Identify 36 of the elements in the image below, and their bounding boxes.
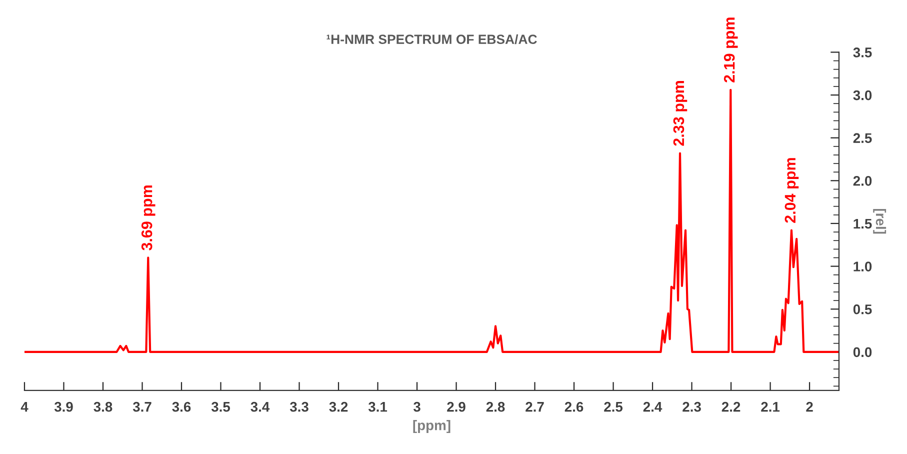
x-tick-label: 2.2 — [722, 402, 740, 412]
y-tick-label: 2.5 — [853, 133, 872, 144]
x-tick-label: 3.1 — [368, 402, 388, 412]
x-tick-label: 2.8 — [486, 402, 505, 412]
x-tick-label: 2.1 — [761, 402, 780, 412]
y-tick-label: 3.5 — [853, 48, 872, 58]
x-tick-label: 2.3 — [682, 402, 701, 412]
annotation: 3.69 ppm — [141, 185, 156, 250]
x-tick-label: 4 — [20, 402, 28, 412]
x-tick-label: 3.6 — [172, 402, 191, 412]
y-axis-title: [rel] — [873, 208, 886, 234]
y-tick-label: 2.0 — [853, 176, 872, 186]
annotation: 2.33 ppm — [673, 81, 688, 146]
y-tick-label: 1.5 — [854, 218, 872, 229]
x-tick-label: 3.5 — [211, 402, 230, 412]
x-tick-label: 2.6 — [564, 402, 584, 412]
x-tick-label: 2.4 — [643, 402, 662, 412]
y-tick-label: 0.0 — [853, 347, 872, 358]
x-tick-label: 2.9 — [447, 402, 466, 412]
x-tick-label: 3.4 — [250, 402, 270, 412]
x-tick-label: 3.8 — [94, 402, 112, 412]
x-tick-label: 3 — [413, 402, 420, 412]
y-tick-label: 3.0 — [853, 90, 872, 100]
x-tick-label: 3.3 — [290, 402, 308, 412]
y-tick-label: 0.5 — [853, 304, 872, 314]
x-tick-label: 3.9 — [54, 402, 73, 412]
chart-title: ¹H-NMR SPECTRUM OF EBSA/AC — [326, 34, 537, 44]
x-tick-label: 2.7 — [526, 402, 544, 412]
annotation: 2.19 ppm — [724, 18, 738, 82]
x-tick-label: 2 — [806, 402, 813, 412]
x-axis-title: [ppm] — [413, 420, 450, 433]
x-tick-label: 3.7 — [132, 402, 152, 412]
annotation: 2.04 ppm — [784, 158, 799, 223]
x-tick-label: 2.5 — [604, 402, 623, 412]
y-tick-label: 1.0 — [854, 262, 872, 272]
x-tick-label: 3.2 — [329, 402, 348, 412]
